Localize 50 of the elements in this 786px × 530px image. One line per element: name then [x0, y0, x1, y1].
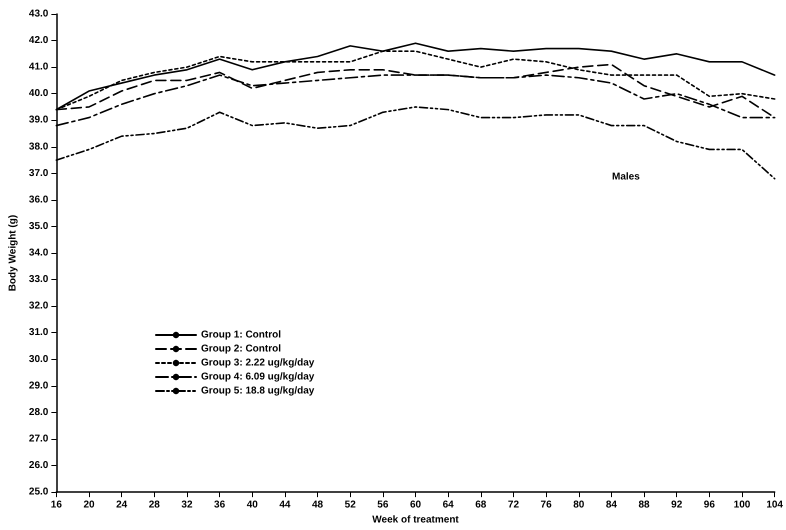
x-tick-label: 104: [766, 500, 784, 511]
x-tick-label: 44: [279, 500, 291, 511]
y-tick-label: 39.0: [28, 114, 49, 126]
x-tick-label: 96: [704, 500, 716, 511]
y-tick-label: 41.0: [28, 62, 49, 73]
legend-label: Group 3: 2.22 ug/kg/day: [201, 358, 315, 368]
legend-label: Group 1: Control: [201, 330, 282, 340]
x-tick-label: 36: [214, 500, 226, 511]
y-tick-label: 25.0: [28, 486, 49, 498]
x-tick-label: 52: [344, 500, 356, 511]
x-tick-label: 72: [508, 500, 520, 511]
y-tick-label: 29.0: [28, 380, 49, 392]
x-tick-label: 68: [475, 500, 487, 511]
y-tick-label: 28.0: [28, 406, 49, 418]
x-tick-label: 88: [638, 500, 650, 511]
x-axis-title: Week of treatment: [372, 514, 460, 526]
legend-label: Group 2: Control: [201, 344, 282, 354]
x-tick-label: 56: [377, 500, 389, 511]
y-tick-label: 34.0: [28, 248, 49, 259]
y-tick-label: 35.0: [28, 220, 49, 232]
x-tick-label: 32: [181, 500, 193, 511]
legend-label: Group 4: 6.09 ug/kg/day: [201, 372, 315, 382]
x-tick-label: 40: [246, 500, 258, 511]
y-tick-label: 26.0: [28, 460, 49, 472]
y-tick-label: 42.0: [28, 35, 49, 46]
legend-label: Group 5: 18.8 ug/kg/day: [201, 386, 315, 396]
x-tick-label: 92: [671, 500, 683, 511]
x-tick-label: 76: [540, 500, 552, 511]
x-tick-label: 28: [148, 500, 160, 511]
y-tick-label: 36.0: [28, 194, 49, 206]
y-tick-label: 38.0: [28, 141, 49, 152]
y-tick-label: 30.0: [28, 354, 49, 365]
x-tick-label: 64: [442, 500, 454, 511]
y-tick-label: 37.0: [28, 168, 49, 179]
y-tick-label: 27.0: [28, 433, 49, 444]
x-tick-label: 80: [573, 500, 585, 511]
y-tick-label: 32.0: [28, 300, 49, 312]
y-axis-title: Body Weight (g): [8, 214, 18, 292]
y-tick-label: 43.0: [28, 8, 49, 20]
x-tick-label: 20: [83, 500, 96, 511]
y-tick-label: 40.0: [28, 88, 49, 100]
x-tick-label: 60: [410, 500, 422, 511]
x-tick-label: 48: [312, 500, 324, 511]
x-tick-label: 16: [50, 500, 62, 511]
y-tick-label: 33.0: [28, 274, 49, 286]
x-tick-label: 84: [606, 500, 618, 511]
annotation: Males: [612, 172, 640, 182]
y-tick-label: 31.0: [28, 327, 49, 338]
x-tick-label: 100: [734, 500, 751, 511]
x-tick-label: 24: [116, 500, 128, 511]
